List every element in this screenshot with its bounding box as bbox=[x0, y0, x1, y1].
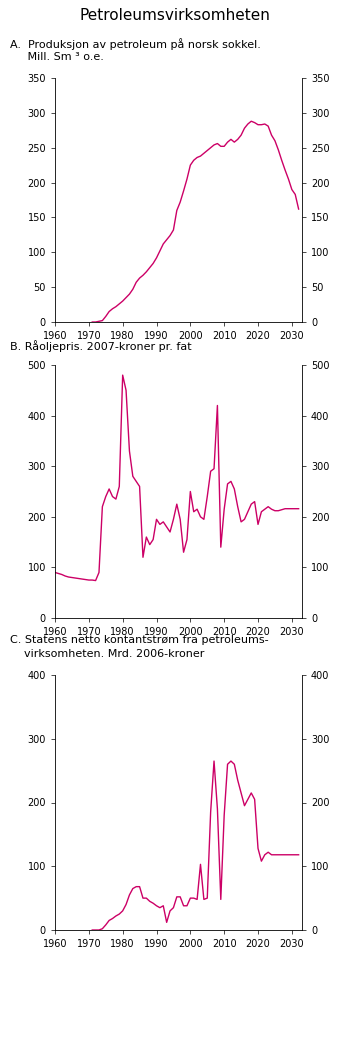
Text: Petroleumsvirksomheten: Petroleumsvirksomheten bbox=[79, 8, 271, 23]
Text: C. Statens netto kontantstrøm fra petroleums-: C. Statens netto kontantstrøm fra petrol… bbox=[10, 635, 269, 645]
Text: B. Råoljepris. 2007-kroner pr. fat: B. Råoljepris. 2007-kroner pr. fat bbox=[10, 340, 192, 352]
Text: A.  Produksjon av petroleum på norsk sokkel.: A. Produksjon av petroleum på norsk sokk… bbox=[10, 38, 261, 50]
Text: Mill. Sm ³ o.e.: Mill. Sm ³ o.e. bbox=[10, 52, 104, 62]
Text: virksomheten. Mrd. 2006-kroner: virksomheten. Mrd. 2006-kroner bbox=[10, 649, 205, 659]
